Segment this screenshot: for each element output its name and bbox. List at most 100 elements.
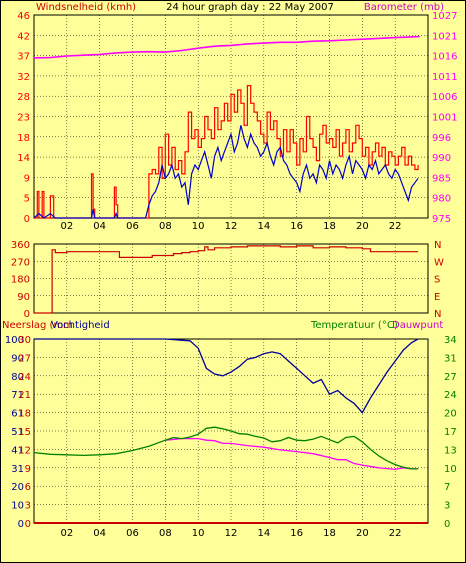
wind-speed-axis-title: Windsnelheid (kmh)	[36, 2, 136, 13]
wind-speed-tick-label: 18	[17, 133, 30, 144]
barometer-tick-label: 1016	[432, 52, 457, 63]
barometer-tick-label: 1001	[432, 113, 457, 124]
x-tick-label: 14	[257, 528, 270, 539]
humidity-tick-label: 80	[11, 372, 24, 383]
rain-tick-label: 6	[25, 482, 31, 493]
barometer-tick-label: 1011	[432, 72, 457, 83]
rain-tick-label: 27	[18, 353, 31, 364]
x-tick-label: 08	[159, 221, 172, 232]
temperature-axis-title: Temperatuur (°C)	[310, 320, 398, 331]
compass-tick-label: N	[434, 240, 441, 251]
rain-tick-label: 12	[18, 445, 31, 456]
x-tick-label: 02	[60, 528, 73, 539]
barometer-tick-label: 980	[432, 194, 451, 205]
humidity-tick-label: 90	[11, 353, 24, 364]
temperature-tick-label: 20	[444, 409, 457, 420]
wind-direction-series-line	[34, 245, 419, 314]
barometer-tick-label: 996	[432, 133, 451, 144]
temperature-tick-label: 31	[444, 353, 457, 364]
compass-tick-label: N	[434, 309, 441, 320]
humidity-tick-label: 61	[11, 409, 24, 420]
x-tick-label: 20	[356, 221, 369, 232]
compass-tick-label: S	[434, 275, 440, 286]
dewpoint-series-line	[165, 437, 419, 471]
direction-tick-label: 180	[11, 275, 30, 286]
plot-area	[33, 243, 429, 314]
x-tick-label: 08	[159, 528, 172, 539]
x-tick-label: 18	[323, 221, 336, 232]
x-tick-label: 12	[225, 528, 238, 539]
wind-speed-tick-label: 14	[17, 153, 30, 164]
temperature-tick-label: 3	[444, 501, 450, 512]
x-tick-label: 22	[389, 221, 402, 232]
wind-gust-series-line	[34, 85, 419, 219]
wind-speed-tick-label: 5	[24, 194, 30, 205]
wind-speed-tick-label: 28	[17, 92, 30, 103]
barometer-tick-label: 975	[432, 214, 451, 225]
rain-tick-label: 30	[18, 335, 31, 346]
humidity-tick-label: 71	[11, 390, 24, 401]
x-tick-label: 18	[323, 528, 336, 539]
rain-tick-label: 0	[25, 519, 31, 530]
temperature-tick-label: 0	[444, 519, 450, 530]
rain-tick-label: 21	[18, 390, 31, 401]
barometer-tick-label: 985	[432, 173, 451, 184]
wind-speed-tick-label: 9	[24, 173, 30, 184]
rain-tick-label: 9	[25, 464, 31, 475]
temperature-series-line	[33, 426, 419, 470]
temperature-tick-label: 34	[444, 335, 457, 346]
direction-tick-label: 360	[11, 240, 30, 251]
x-tick-label: 04	[93, 221, 106, 232]
barometer-tick-label: 1021	[432, 31, 457, 42]
rain-tick-label: 3	[25, 501, 31, 512]
temperature-tick-label: 13	[444, 445, 457, 456]
x-tick-label: 22	[389, 528, 402, 539]
wind-speed-tick-label: 37	[17, 52, 30, 63]
humidity-tick-label: 31	[11, 464, 24, 475]
x-tick-label: 10	[192, 221, 205, 232]
rain-humidity-temperature-panel: 1009080716151413120100302724211815129630…	[5, 335, 457, 539]
x-tick-label: 10	[192, 528, 205, 539]
x-tick-label: 16	[290, 528, 303, 539]
humidity-tick-label: 10	[11, 501, 24, 512]
wind-average-series-line	[33, 125, 419, 219]
wind-barometer-panel: 4642373228231814950102710211016101110061…	[17, 11, 457, 232]
temperature-tick-label: 27	[444, 372, 457, 383]
x-tick-label: 02	[60, 221, 73, 232]
direction-tick-label: 0	[24, 309, 30, 320]
humidity-axis-title: Vochtigheid	[51, 320, 110, 331]
x-tick-label: 12	[225, 221, 238, 232]
chart-title: 24 hour graph day : 22 May 2007	[166, 2, 334, 13]
direction-tick-label: 90	[17, 292, 30, 303]
x-tick-label: 20	[356, 528, 369, 539]
temperature-tick-label: 17	[444, 427, 457, 438]
x-tick-label: 14	[257, 221, 270, 232]
humidity-tick-label: 51	[11, 427, 24, 438]
direction-tick-label: 270	[11, 257, 30, 268]
x-tick-label: 06	[126, 528, 139, 539]
temperature-tick-label: 24	[444, 390, 457, 401]
humidity-series-line	[34, 338, 419, 414]
dewpoint-axis-title: Dauwpunt	[392, 320, 443, 331]
wind-speed-tick-label: 23	[17, 113, 30, 124]
compass-tick-label: W	[434, 257, 444, 268]
rain-tick-label: 18	[18, 409, 31, 420]
temperature-tick-label: 7	[444, 482, 450, 493]
x-tick-label: 16	[290, 221, 303, 232]
wind-speed-tick-label: 32	[17, 72, 30, 83]
wind-speed-tick-label: 42	[17, 31, 30, 42]
barometer-series-line	[33, 35, 420, 59]
wind-speed-tick-label: 0	[24, 214, 30, 225]
humidity-tick-label: 0	[18, 519, 24, 530]
barometer-tick-label: 1006	[432, 92, 457, 103]
barometer-axis-title: Barometer (mb)	[364, 2, 444, 13]
barometer-tick-label: 1027	[432, 11, 457, 22]
rain-tick-label: 15	[18, 427, 31, 438]
rain-axis-title: Neerslag (mm	[2, 320, 73, 331]
rain-tick-label: 24	[18, 372, 31, 383]
humidity-tick-label: 41	[11, 445, 24, 456]
barometer-tick-label: 990	[432, 153, 451, 164]
humidity-tick-label: 100	[5, 335, 24, 346]
